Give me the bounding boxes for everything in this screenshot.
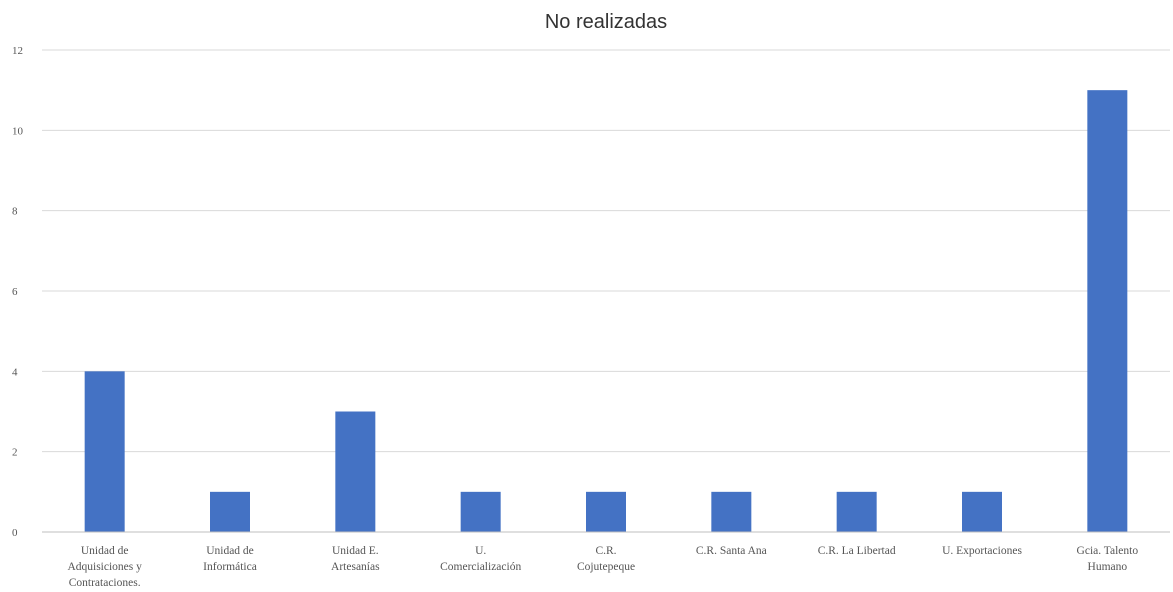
x-tick-label-line: U. [475,545,486,557]
x-tick-label-line: Unidad de [81,545,129,557]
bar-4 [586,491,626,532]
x-tick-label: C.R. La Libertad [818,545,896,557]
x-tick-label-line: Unidad E. [332,545,379,557]
x-tick-label-line: C.R. La Libertad [818,545,896,557]
y-tick-label: 8 [12,206,18,218]
x-tick-label-line: Artesanías [331,561,380,573]
x-tick-label: Unidad de Informática [203,545,257,573]
y-tick-label: 10 [12,125,24,137]
x-tick-label-line: Comercialización [440,561,521,573]
x-tick-label-line: U. Exportaciones [942,545,1022,557]
x-tick-label-line: Informática [203,561,257,573]
chart-title: No realizadas [545,11,667,33]
y-tick-label: 6 [12,286,18,298]
y-tick-label: 4 [12,366,18,378]
bar-6 [836,491,877,532]
bar-1 [210,491,250,532]
x-tick-label-line: Adquisiciones y [67,561,142,573]
x-tick-label: U. Exportaciones [942,545,1022,557]
bars [84,90,1128,533]
x-tick-label: Gcia. Talento Humano [1077,545,1139,573]
bar-3 [460,491,501,532]
bar-5 [711,491,752,532]
bar-8 [1087,90,1128,533]
x-tick-label-line: Gcia. Talento [1077,545,1139,557]
x-tick-label: Unidad de Adquisiciones y Contrataciones. [67,545,142,589]
bar-0 [84,371,125,532]
x-axis-ticks: Unidad de Adquisiciones y Contrataciones.U… [67,545,1138,589]
x-tick-label: C.R. Santa Ana [696,545,767,557]
x-tick-label-line: C.R. Santa Ana [696,545,767,557]
x-tick-label-line: Contrataciones. [69,577,141,589]
y-axis-ticks: 0 2 4 6 8 10 12 [12,45,24,539]
x-tick-label: C.R. Cojutepeque [577,545,635,573]
bar-7 [962,491,1002,532]
x-tick-label: U. Comercialización [440,545,521,573]
x-tick-label-line: Unidad de [206,545,254,557]
y-tick-label: 2 [12,447,18,459]
x-tick-label-line: C.R. [595,545,616,557]
x-tick-label: Unidad E. Artesanías [331,545,380,573]
x-tick-label-line: Humano [1088,561,1128,573]
y-tick-label: 12 [12,45,23,57]
x-tick-label-line: Cojutepeque [577,561,635,573]
bar-2 [335,411,376,532]
y-tick-label: 0 [12,527,18,539]
gridlines [42,49,1170,453]
